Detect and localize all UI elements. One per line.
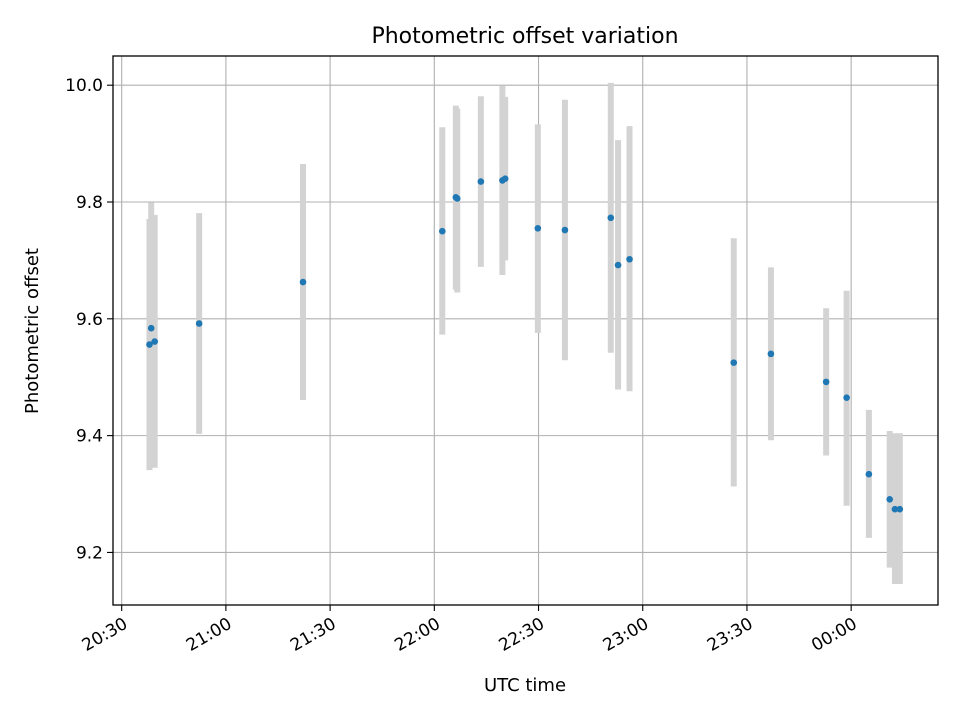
data-point — [891, 505, 899, 513]
data-point — [614, 261, 622, 269]
data-point — [886, 495, 894, 503]
data-point — [453, 195, 461, 202]
data-point — [147, 324, 155, 332]
data-point — [626, 255, 633, 263]
data-point — [534, 224, 542, 232]
data-point — [767, 350, 775, 358]
x-axis-label: UTC time — [484, 675, 566, 696]
grid — [113, 56, 938, 605]
y-tick-label: 9.4 — [76, 427, 103, 447]
data-point — [299, 278, 307, 286]
plot-frame — [112, 55, 939, 606]
data-point — [477, 178, 485, 185]
y-tick-label: 9.6 — [76, 310, 103, 330]
chart-title: Photometric offset variation — [371, 24, 678, 49]
y-axis-label: Photometric offset — [22, 248, 43, 414]
data-point — [151, 338, 158, 345]
data-point — [439, 227, 446, 235]
data-point — [822, 378, 830, 386]
data-point — [501, 175, 509, 182]
data-point — [561, 226, 569, 234]
data-points — [146, 175, 904, 513]
y-tick-label: 10.0 — [65, 76, 103, 96]
data-point — [607, 214, 615, 222]
data-point — [896, 505, 904, 513]
data-point — [146, 341, 153, 348]
y-tick-label: 9.8 — [76, 193, 103, 213]
data-point — [195, 320, 203, 327]
data-point — [730, 359, 738, 366]
y-tick-label: 9.2 — [76, 543, 103, 563]
data-point — [865, 470, 873, 478]
data-point — [843, 394, 850, 401]
y-axis-ticks: 9.2 9.4 9.6 9.8 10.0 — [65, 76, 113, 563]
